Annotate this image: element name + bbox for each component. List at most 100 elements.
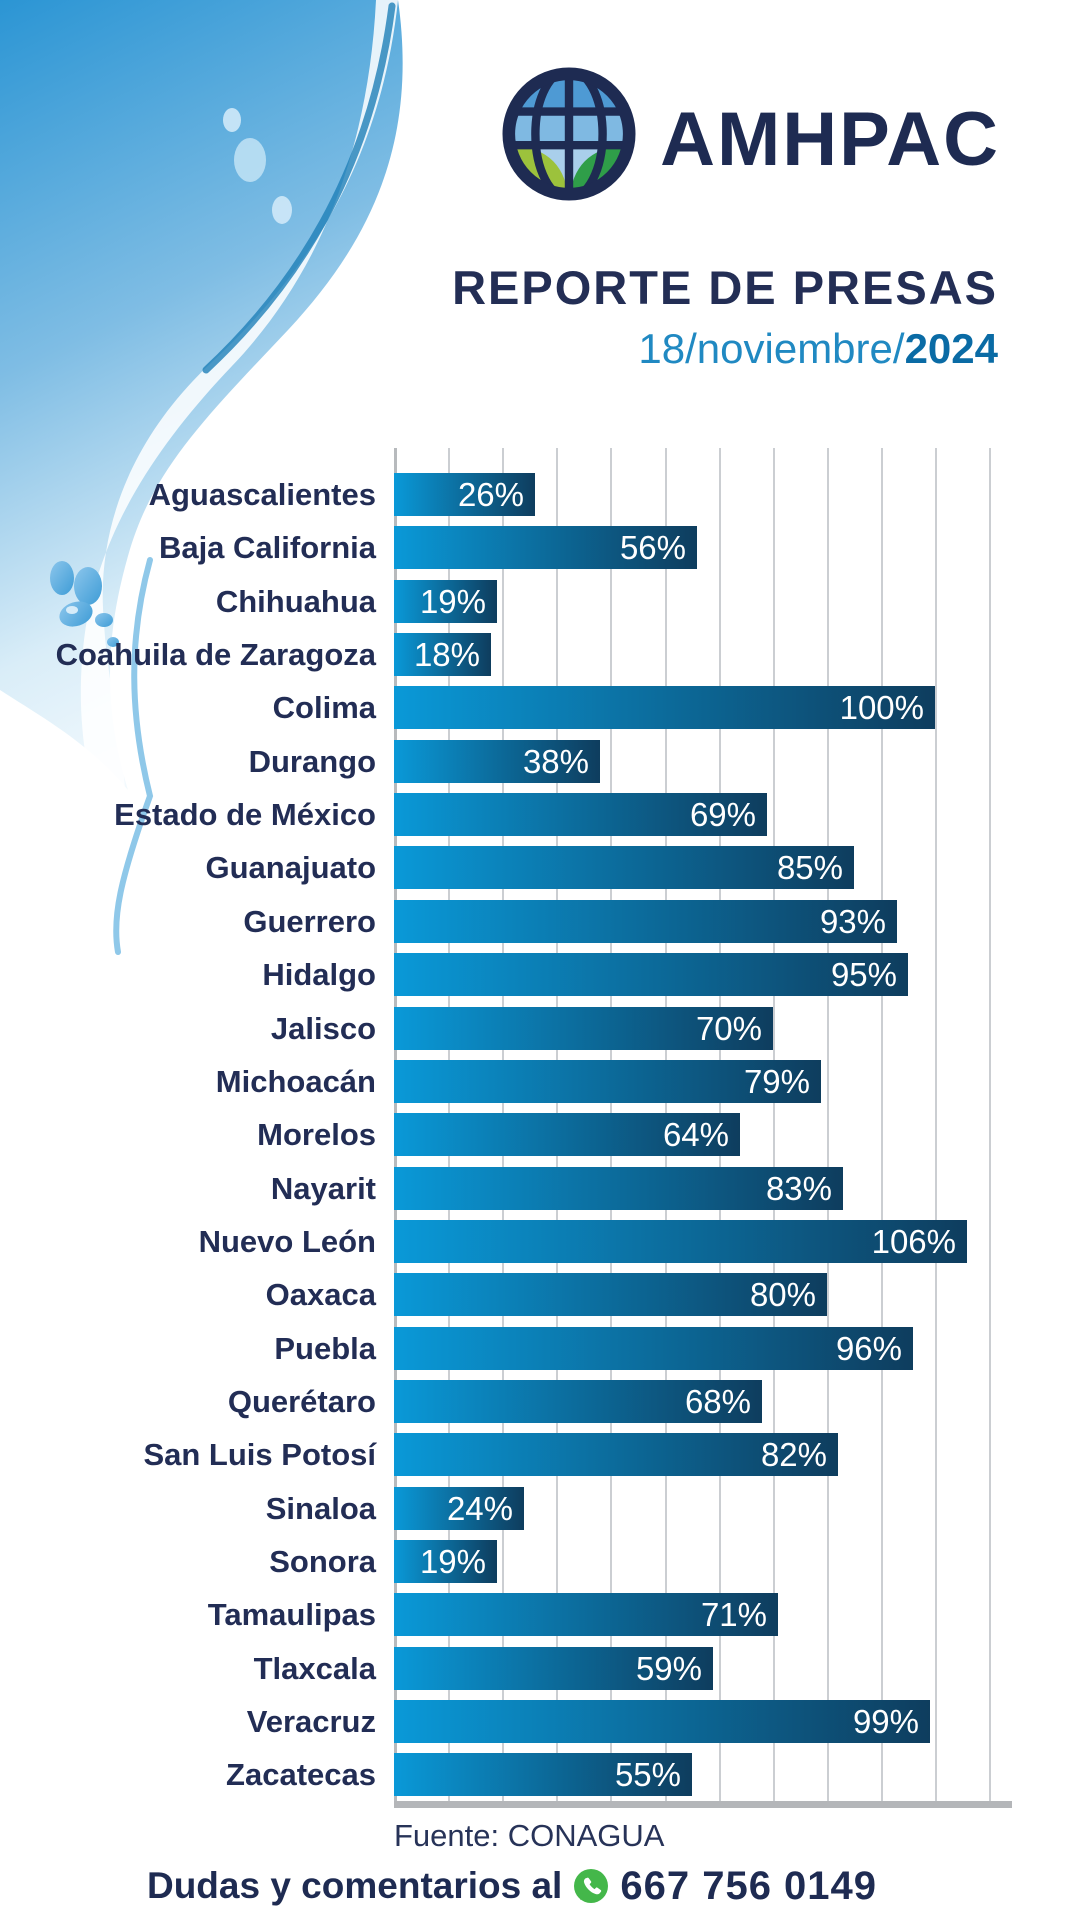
state-bar: 70% [394, 1007, 773, 1050]
chart-baseline [394, 1801, 1012, 1808]
chart-row: Guerrero 93% [0, 900, 1080, 943]
state-bar: 69% [394, 793, 767, 836]
chart-row: Puebla 96% [0, 1327, 1080, 1370]
chart-row: Querétaro 68% [0, 1380, 1080, 1423]
state-bar: 18% [394, 633, 491, 676]
state-label: Puebla [274, 1330, 376, 1366]
chart-row: Zacatecas 55% [0, 1753, 1080, 1796]
state-label: Colima [272, 689, 376, 725]
chart-row: San Luis Potosí 82% [0, 1433, 1080, 1476]
chart-row: Hidalgo 95% [0, 953, 1080, 996]
state-label: Sonora [269, 1543, 376, 1579]
state-value-label: 93% [819, 902, 886, 940]
chart-row: Nuevo León 106% [0, 1220, 1080, 1263]
chart-row: Veracruz 99% [0, 1700, 1080, 1743]
state-value-label: 79% [743, 1062, 810, 1100]
state-label: Querétaro [227, 1383, 376, 1419]
state-bar: 26% [394, 473, 535, 516]
state-value-label: 19% [419, 582, 486, 620]
state-value-label: 99% [852, 1702, 919, 1740]
state-bar: 55% [394, 1753, 692, 1796]
contact-phone: 667 756 0149 [620, 1863, 878, 1908]
state-value-label: 80% [749, 1275, 816, 1313]
chart-gridline [880, 448, 883, 1801]
chart-row: Coahuila de Zaragoza 18% [0, 633, 1080, 676]
state-label: Veracruz [246, 1703, 376, 1739]
state-bar: 79% [394, 1060, 821, 1103]
state-value-label: 68% [684, 1382, 751, 1420]
state-label: Zacatecas [226, 1756, 376, 1792]
chart-gridline [826, 448, 829, 1801]
state-bar: 71% [394, 1593, 778, 1636]
chart-row: Chihuahua 19% [0, 580, 1080, 623]
state-bar: 85% [394, 846, 854, 889]
chart-row: Baja California 56% [0, 526, 1080, 569]
state-value-label: 82% [760, 1435, 827, 1473]
state-value-label: 106% [871, 1222, 956, 1260]
amhpac-globe-logo [502, 67, 636, 201]
state-bar: 83% [394, 1167, 843, 1210]
chart-row: Colima 100% [0, 686, 1080, 729]
state-bar: 106% [394, 1220, 967, 1263]
state-bar: 68% [394, 1380, 762, 1423]
state-bar: 82% [394, 1433, 838, 1476]
state-bar: 80% [394, 1273, 827, 1316]
state-label: Guerrero [243, 903, 376, 939]
chart-row: Aguascalientes 26% [0, 473, 1080, 516]
state-bar: 93% [394, 900, 897, 943]
chart-row: Oaxaca 80% [0, 1273, 1080, 1316]
brand-name: AMHPAC [660, 97, 1000, 182]
state-value-label: 83% [765, 1169, 832, 1207]
state-label: Jalisco [270, 1010, 376, 1046]
state-label: Durango [248, 743, 376, 779]
state-bar: 19% [394, 580, 497, 623]
chart-gridline [935, 448, 937, 1801]
state-label: Chihuahua [215, 583, 376, 619]
contact-label: Dudas y comentarios al [146, 1865, 563, 1906]
state-label: Aguascalientes [148, 476, 376, 512]
state-value-label: 100% [839, 688, 924, 726]
state-bar: 100% [394, 686, 935, 729]
state-label: San Luis Potosí [143, 1436, 376, 1472]
water-splash-decoration [0, 0, 403, 955]
chart-row: Guanajuato 85% [0, 846, 1080, 889]
state-label: Baja California [158, 529, 376, 565]
chart-row: Sonora 19% [0, 1540, 1080, 1583]
chart-gridline [989, 448, 992, 1801]
state-label: Nuevo León [198, 1223, 376, 1259]
report-date-prefix: 18/noviembre/ [638, 325, 905, 372]
state-label: Nayarit [270, 1170, 376, 1206]
state-bar: 38% [394, 740, 600, 783]
state-label: Coahuila de Zaragoza [55, 636, 376, 672]
state-bar: 99% [394, 1700, 930, 1743]
state-label: Morelos [257, 1116, 376, 1152]
state-bar: 56% [394, 526, 697, 569]
whatsapp-icon [574, 1869, 609, 1903]
state-label: Guanajuato [205, 849, 376, 885]
chart-row: Sinaloa 24% [0, 1487, 1080, 1530]
state-value-label: 56% [619, 528, 686, 566]
state-value-label: 71% [700, 1595, 767, 1633]
chart-gridline [772, 448, 775, 1801]
state-label: Sinaloa [265, 1490, 376, 1526]
chart-row: Jalisco 70% [0, 1007, 1080, 1050]
state-value-label: 59% [635, 1649, 702, 1687]
state-value-label: 64% [662, 1115, 729, 1153]
report-title: REPORTE DE PRESAS [452, 261, 998, 314]
chart-row: Durango 38% [0, 740, 1080, 783]
state-value-label: 69% [689, 795, 756, 833]
state-label: Michoacán [215, 1063, 376, 1099]
state-bar: 24% [394, 1487, 524, 1530]
state-bar: 59% [394, 1647, 713, 1690]
state-label: Tlaxcala [253, 1650, 376, 1686]
contact-line: Dudas y comentarios al 667 756 0149 [0, 1860, 1052, 1912]
report-date-year: 2024 [904, 325, 998, 372]
state-bar: 64% [394, 1113, 740, 1156]
state-value-label: 70% [695, 1009, 762, 1047]
state-value-label: 55% [614, 1755, 681, 1793]
state-label: Estado de México [114, 796, 376, 832]
chart-row: Tlaxcala 59% [0, 1647, 1080, 1690]
chart-row: Morelos 64% [0, 1113, 1080, 1156]
state-label: Oaxaca [265, 1276, 376, 1312]
